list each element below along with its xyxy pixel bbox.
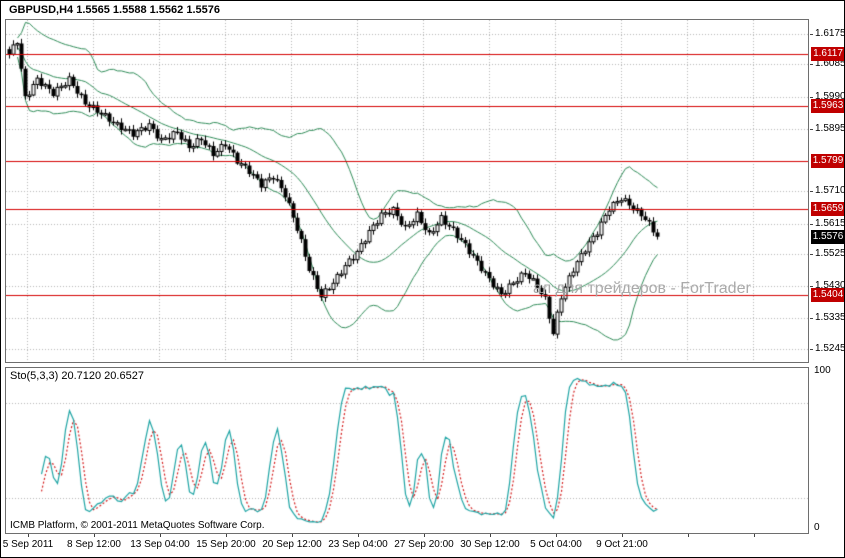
price-tick-label: 1.5430: [815, 280, 845, 292]
price-level-badge: 1.5404: [811, 287, 844, 302]
price-level-badge: 1.6117: [811, 46, 844, 61]
price-tickmark: [810, 64, 813, 66]
time-tickmark: [754, 534, 755, 537]
price-tickmark: [810, 253, 813, 255]
price-tick-label: 1.5525: [815, 247, 845, 259]
indicator-title: Sto(5,3,3) 20.7120 20.6527: [10, 370, 144, 382]
price-tickmark: [810, 348, 813, 350]
price-tick-label: 1.5895: [815, 122, 845, 134]
time-tickmark: [292, 534, 293, 537]
time-axis[interactable]: 5 Sep 2011 8 Sep 12:00 13 Sep 04:00 15 Sep …: [2, 534, 810, 557]
time-tickmark: [160, 534, 161, 537]
price-tick-label: 1.5710: [815, 185, 845, 197]
price-tickmark: [810, 286, 813, 288]
time-tickmark: [28, 534, 29, 537]
chart-title: GBPUSD,H4 1.5565 1.5588 1.5562 1.5576: [9, 4, 220, 16]
time-tickmark: [688, 534, 689, 537]
price-level-badge: 1.5659: [811, 201, 844, 216]
price-level-badge: 1.5799: [811, 154, 844, 169]
time-tickmark: [490, 534, 491, 537]
time-tick-label: 8 Sep 12:00: [67, 539, 121, 550]
price-chart-canvas[interactable]: [6, 20, 808, 362]
price-tick-label: 1.5990: [815, 90, 845, 102]
time-tick-label: 15 Sep 20:00: [196, 539, 256, 550]
time-tick-label: 5 Sep 2011: [2, 539, 54, 550]
stochastic-panel: Sto(5,3,3) 20.7120 20.6527 ICMB Platform…: [5, 367, 809, 534]
time-tick-label: 13 Sep 04:00: [130, 539, 190, 550]
time-tick-label: 20 Sep 12:00: [262, 539, 322, 550]
price-tickmark: [810, 223, 813, 225]
time-tickmark: [622, 534, 623, 537]
time-tick-label: 9 Oct 21:00: [596, 539, 648, 550]
time-tick-label: 23 Sep 04:00: [328, 539, 388, 550]
price-tick-label: 1.6175: [815, 27, 845, 39]
price-tick-label: 1.5245: [815, 342, 845, 354]
sto-scale-100: 100: [814, 365, 831, 376]
price-tick-label: 1.5335: [815, 312, 845, 324]
time-tickmark: [556, 534, 557, 537]
time-tickmark: [358, 534, 359, 537]
stochastic-canvas[interactable]: [6, 368, 808, 533]
price-tickmark: [810, 191, 813, 193]
time-tick-label: 5 Oct 04:00: [530, 539, 582, 550]
copyright: ICMB Platform, © 2001-2011 MetaQuotes So…: [10, 520, 265, 531]
price-chart-panel: ал для трейдеров - ForTrader: [5, 19, 809, 363]
price-tickmark: [810, 96, 813, 98]
price-tick-label: 1.5615: [815, 217, 845, 229]
price-axis[interactable]: 1.6175 1.6085 1.5990 1.5895 1.5710 1.5615 1.55…: [810, 1, 845, 534]
price-tickmark: [810, 318, 813, 320]
price-level-badge: 1.5963: [811, 98, 844, 113]
watermark: ал для трейдеров - ForTrader: [533, 280, 751, 297]
time-tick-label: 27 Sep 20:00: [394, 539, 454, 550]
time-tick-label: 30 Sep 12:00: [460, 539, 520, 550]
price-tickmark: [810, 33, 813, 35]
time-tickmark: [226, 534, 227, 537]
price-tick-label: 1.6085: [815, 58, 845, 70]
price-tickmark: [810, 128, 813, 130]
time-tickmark: [94, 534, 95, 537]
time-tickmark: [424, 534, 425, 537]
current-price-badge: 1.5576: [811, 229, 844, 244]
sto-scale-0: 0: [814, 522, 820, 533]
